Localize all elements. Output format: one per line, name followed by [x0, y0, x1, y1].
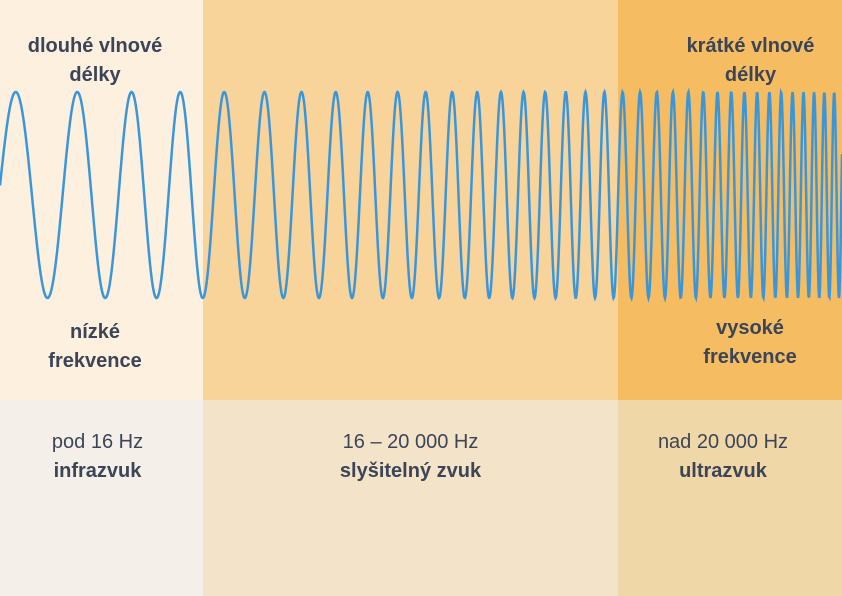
panel [618, 0, 842, 400]
panel [203, 400, 618, 596]
column: 16 – 20 000 Hz slyšitelný zvuk [203, 428, 618, 486]
label: dlouhé vlnové délky [27, 35, 163, 86]
column: nad 20 000 Hz ultrazvuk [618, 428, 828, 486]
panel [0, 400, 203, 596]
range: 16 – 20 000 Hz [342, 431, 479, 453]
label: vysoké frekvence [703, 317, 797, 368]
name: slyšitelný zvuk [339, 460, 482, 482]
column: pod 16 Hz infrazvuk [0, 428, 195, 486]
wave [0, 87, 842, 303]
range: pod 16 Hz [51, 431, 144, 453]
name: ultrazvuk [679, 460, 767, 482]
panel [618, 400, 842, 596]
label: nízké frekvence [48, 321, 142, 372]
name: infrazvuk [53, 460, 142, 482]
range: nad 20 000 Hz [657, 431, 789, 453]
label: krátké vlnové délky [686, 35, 815, 86]
wave-graphic [0, 87, 842, 303]
panel [203, 0, 618, 400]
